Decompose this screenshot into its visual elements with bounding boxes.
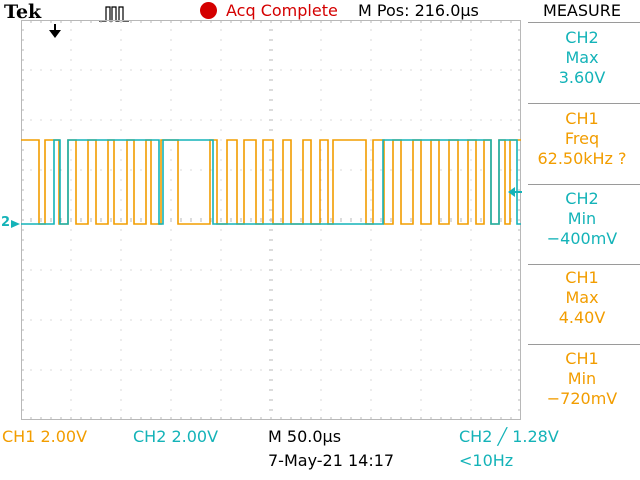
waveform-traces: [21, 139, 521, 225]
ch2-ground-arrow-icon: [11, 220, 20, 228]
ch1-scale-readout: CH1 2.00V: [2, 427, 88, 446]
waveform-display[interactable]: [21, 20, 521, 420]
measurement-value: 3.60V: [558, 68, 606, 87]
divider: [528, 344, 640, 345]
trigger-level-arrow-icon: [508, 187, 522, 197]
measure-title: MEASURE: [543, 1, 621, 20]
measure-panel: MEASURE CH2 Max 3.60V CH1 Freq 62.50kHz …: [524, 0, 640, 425]
measurement-name: Freq: [564, 129, 600, 148]
ch2-ground-marker[interactable]: 2: [1, 215, 11, 230]
acq-status-text: Acq Complete: [226, 1, 338, 20]
measurement-3[interactable]: CH2 Min −400mV: [524, 189, 640, 267]
divider: [528, 103, 640, 104]
measurement-value: 4.40V: [558, 308, 606, 327]
pulse-edge-icon: [99, 6, 129, 22]
measurement-name: Min: [567, 209, 597, 228]
measurement-value: −400mV: [546, 229, 618, 248]
measurement-channel: CH2: [565, 189, 599, 208]
divider: [528, 264, 640, 265]
brand-logo: Tek: [4, 1, 42, 23]
measurement-channel: CH1: [565, 349, 599, 368]
divider: [528, 184, 640, 185]
measurement-5[interactable]: CH1 Min −720mV: [524, 349, 640, 427]
trigger-readout: CH2 ╱ 1.28V: [459, 427, 559, 446]
trigger-position-arrow-icon: [49, 24, 61, 38]
measurement-name: Min: [567, 369, 597, 388]
measurement-value: 62.50kHz ?: [537, 149, 627, 168]
measurement-channel: CH1: [565, 268, 599, 287]
acq-status-dot-icon: [200, 2, 217, 19]
ch2-scale-readout: CH2 2.00V: [133, 427, 219, 446]
measurement-name: Max: [565, 288, 599, 307]
date-time-readout: 7-May-21 14:17: [268, 451, 395, 470]
measurement-1[interactable]: CH2 Max 3.60V: [524, 28, 640, 106]
ch2-waveform: [21, 139, 521, 225]
ch1-waveform: [21, 139, 521, 225]
timebase-readout: M 50.0µs: [268, 427, 342, 446]
m-pos-readout: M Pos: 216.0µs: [358, 1, 479, 20]
measurement-channel: CH1: [565, 109, 599, 128]
measurement-name: Max: [565, 48, 599, 67]
graticule: [21, 20, 521, 420]
measurement-4[interactable]: CH1 Max 4.40V: [524, 268, 640, 346]
divider: [528, 22, 640, 23]
measurement-value: −720mV: [546, 389, 618, 408]
measurement-2[interactable]: CH1 Freq 62.50kHz ?: [524, 109, 640, 187]
trigger-frequency-readout: <10Hz: [459, 451, 514, 470]
measurement-channel: CH2: [565, 28, 599, 47]
